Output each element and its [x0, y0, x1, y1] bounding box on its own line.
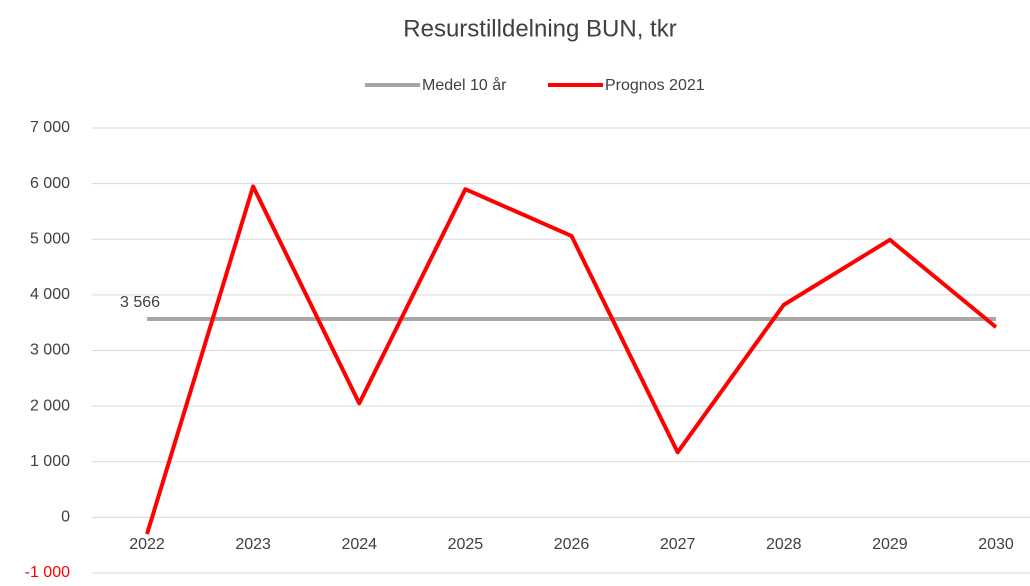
y-tick-label: -1 000	[25, 564, 70, 581]
y-tick-label: 7 000	[30, 119, 70, 136]
legend-label: Medel 10 år	[422, 76, 507, 94]
x-tick-label: 2023	[235, 536, 271, 553]
series-line	[145, 184, 998, 535]
y-tick-label: 3 000	[30, 342, 70, 359]
y-tick-label: 6 000	[30, 175, 70, 192]
x-tick-label: 2025	[448, 536, 484, 553]
y-tick-label: 5 000	[30, 230, 70, 247]
y-tick-label: 4 000	[30, 286, 70, 303]
x-tick-label: 2022	[129, 536, 165, 553]
x-tick-label: 2027	[660, 536, 696, 553]
x-tick-label: 2030	[978, 536, 1014, 553]
y-tick-label: 2 000	[30, 397, 70, 414]
y-tick-label: 0	[61, 509, 70, 526]
chart-title: Resurstilldelning BUN, tkr	[403, 15, 676, 42]
legend-label: Prognos 2021	[605, 77, 705, 94]
x-tick-label: 2026	[554, 536, 590, 553]
data-label: 3 566	[120, 294, 160, 311]
y-tick-label: 1 000	[30, 453, 70, 470]
x-tick-label: 2029	[872, 536, 908, 553]
x-tick-label: 2024	[341, 536, 377, 553]
x-tick-label: 2028	[766, 536, 802, 553]
